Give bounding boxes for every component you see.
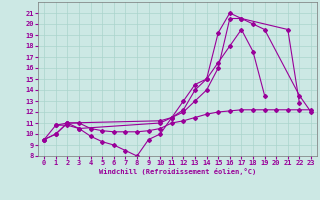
X-axis label: Windchill (Refroidissement éolien,°C): Windchill (Refroidissement éolien,°C) — [99, 168, 256, 175]
